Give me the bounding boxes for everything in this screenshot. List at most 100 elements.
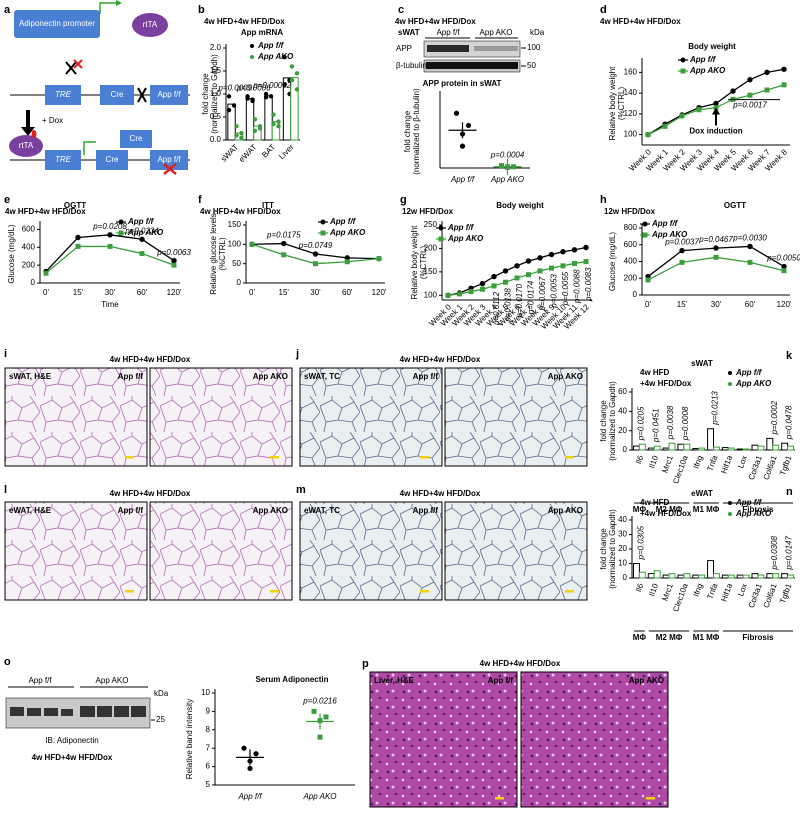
genotype-label: App f/f (413, 506, 439, 515)
chart-title: APP protein in sWAT (423, 79, 502, 88)
y-tick-label: 0 (237, 278, 242, 287)
p-value: p=0.0037 (664, 238, 699, 247)
panel-letter: k (786, 350, 793, 362)
stain-label: sWAT, TC (304, 372, 340, 381)
bar (766, 573, 774, 579)
data-point (276, 124, 281, 129)
marker (713, 254, 719, 260)
condition: 4w HFD+4w HFD/Dox (600, 17, 681, 26)
lane-label: App AKO (96, 676, 129, 685)
bar (290, 76, 299, 141)
x-tick-label: Tnfa (705, 582, 719, 601)
p-value: p=0.0004 (490, 151, 525, 160)
dox-mark (31, 130, 37, 138)
bar (757, 445, 765, 451)
data-point (226, 107, 232, 113)
blot-band (80, 706, 95, 717)
group-label: MΦ (633, 633, 647, 642)
marker (503, 279, 508, 285)
panel-letter: f (198, 194, 202, 206)
marker (171, 262, 177, 268)
y-tick-label: 8 (206, 725, 211, 734)
arrow-head (116, 0, 122, 6)
bar (668, 442, 676, 451)
y-axis-label: Relative band intensity (185, 699, 194, 780)
panel-letter: c (398, 4, 404, 16)
legend-marker (320, 219, 326, 225)
data-point (271, 121, 276, 127)
y-tick-label: 150 (424, 267, 438, 276)
colors-swatch (461, 122, 464, 139)
chart-title: Body weight (496, 201, 544, 210)
bar (787, 445, 795, 451)
y-tick-label: 0 (623, 573, 628, 582)
legend-label: App AKO (447, 234, 484, 243)
marker-label: 50 (527, 61, 536, 70)
legend-title: +4w HFD/Dox (640, 509, 692, 518)
marker (679, 247, 685, 254)
bar (721, 574, 729, 579)
scale-bar (646, 797, 655, 800)
x-tick-label: 30' (310, 288, 321, 297)
y-tick-label: 1.5 (210, 66, 222, 75)
y-tick-label: 150 (228, 220, 242, 229)
data-point (323, 714, 329, 720)
x-tick-label: BAT (260, 142, 277, 159)
y-tick-label: 100 (624, 130, 638, 139)
marker (747, 92, 753, 98)
data-point (271, 112, 276, 117)
stain-label: eWAT, TC (304, 506, 340, 515)
bar (766, 437, 774, 451)
y-axis-label: (normalized to Gapdh) (608, 381, 617, 461)
y-tick-label: 200 (22, 260, 36, 269)
legend-marker (642, 232, 648, 238)
p-value: p=0.0088 (573, 269, 582, 304)
legend-marker (250, 55, 254, 59)
bar (653, 570, 661, 579)
x-tick-label: App AKO (302, 792, 336, 801)
marker (696, 107, 702, 113)
data-point (276, 119, 281, 124)
marker (583, 244, 589, 251)
p-value: p=0.0451 (651, 409, 660, 444)
bar (742, 574, 750, 579)
blot-band (61, 709, 73, 716)
marker (514, 275, 520, 281)
blot-o: o App f/f App AKO kDa 25 IB: Adiponectin… (4, 656, 169, 762)
data-point (239, 130, 244, 136)
bar (781, 442, 789, 451)
x-tick-label: Tgfb1 (778, 582, 794, 605)
x-mark (65, 61, 147, 103)
condition: 12w HFD/Dox (604, 207, 656, 216)
diagram-a: a Adiponectin promoter rtTA TRE Cre App … (4, 0, 190, 175)
y-tick-label: 0.0 (210, 135, 222, 144)
marker (445, 292, 451, 298)
p-value: p=0.0175 (266, 231, 301, 240)
group-label: M1 MΦ (693, 633, 720, 642)
kda-label: kDa (154, 689, 169, 698)
y-tick-label: 120 (624, 109, 638, 118)
scale-bar (565, 590, 574, 593)
scale-bar (270, 456, 279, 459)
data-point (289, 78, 295, 83)
y-tick-label: 1.0 (210, 89, 222, 98)
x-tick-label: Il10 (647, 454, 660, 470)
bar (653, 445, 661, 451)
annotation-arrowhead (712, 107, 720, 115)
p-value: p=0.0009 (217, 83, 252, 92)
data-point (459, 143, 466, 149)
marker (502, 268, 509, 274)
x-tick-label: 0' (249, 288, 255, 297)
y-axis-label: Relative body weight (608, 66, 617, 141)
blot-bands (10, 706, 146, 717)
legend-title: 4w HFD (640, 498, 670, 507)
x-tick-label: App f/f (450, 175, 475, 184)
y-tick-label: 20 (618, 426, 627, 435)
marker (526, 272, 531, 278)
marker (75, 234, 81, 241)
data-point (241, 745, 247, 751)
y-axis-label: Glucose (mg/dL) (7, 224, 16, 283)
lane-label: App f/f (436, 28, 460, 37)
red-x (73, 59, 83, 69)
cre-label: Cre (111, 90, 124, 99)
